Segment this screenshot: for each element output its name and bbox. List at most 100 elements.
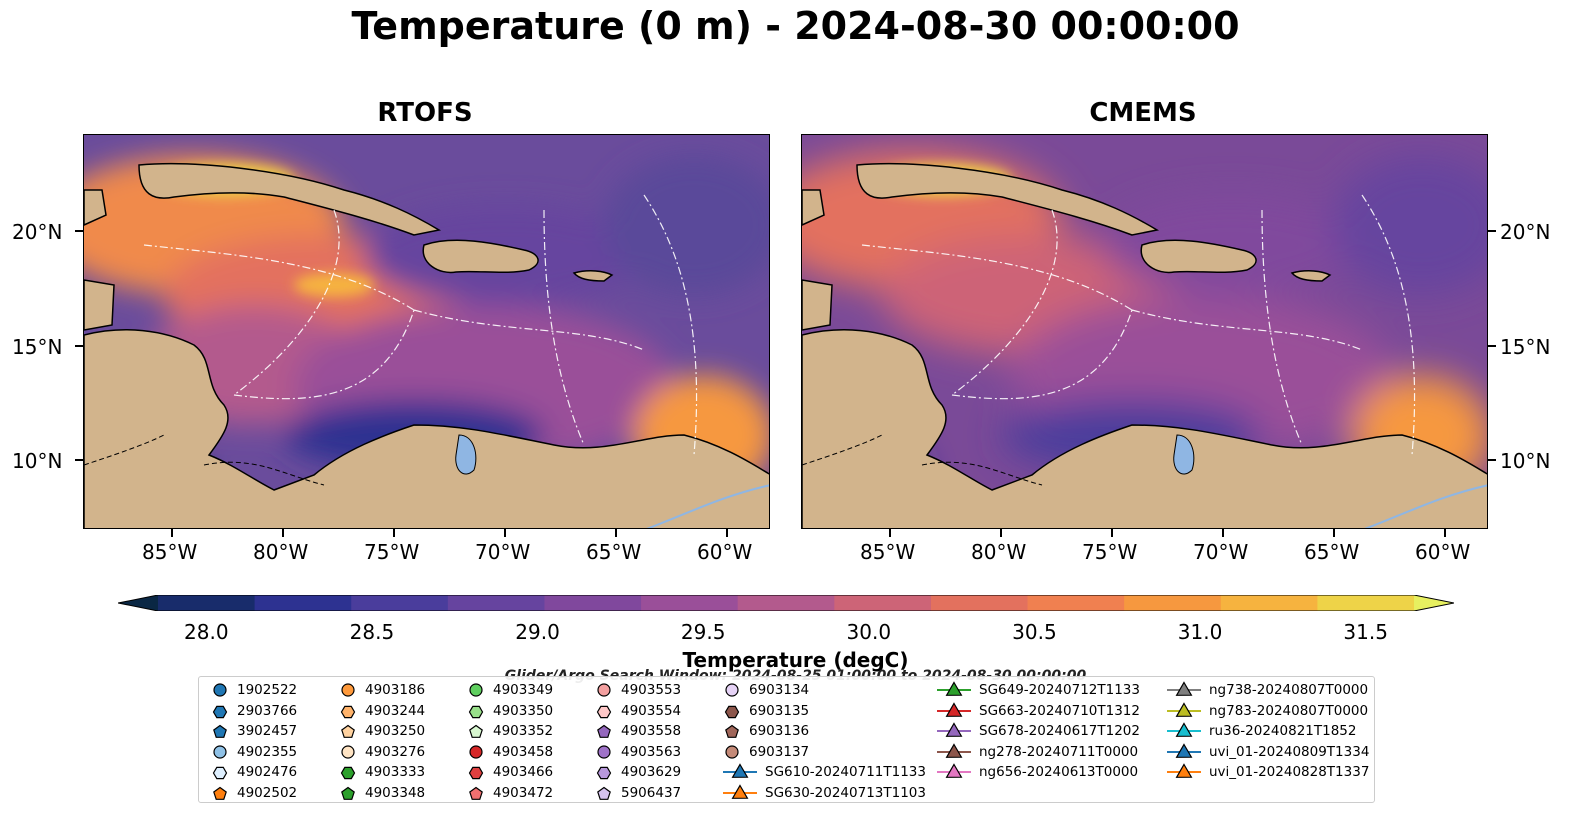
pentagon-marker-icon (213, 786, 227, 800)
colorbar-tick-label: 30.5 (1012, 620, 1057, 644)
colorbar-tick-label: 29.5 (680, 620, 726, 644)
legend-item: 1902522 (211, 681, 297, 699)
lat-label-right-20n: 20°N (1500, 220, 1551, 244)
circle-marker-icon (725, 683, 739, 697)
lon-label-left-70w: 70°W (475, 540, 531, 564)
legend-label: 4903554 (621, 702, 682, 719)
legend: 1902522 2903766 3902457 4902355 4902476 49025… (198, 676, 1375, 803)
hexagon-marker-icon (340, 766, 356, 780)
lat-label-left-15n: 15°N (12, 335, 63, 359)
colorbar-segment (1027, 595, 1125, 611)
pentagon-marker-icon (341, 786, 355, 800)
pentagon-marker-icon (469, 724, 483, 738)
legend-item: 4903629 (595, 763, 681, 781)
colorbar-tick-label: 31.0 (1177, 620, 1223, 644)
lon-label-left-80w: 80°W (253, 540, 309, 564)
triangle-marker-icon (1167, 722, 1201, 737)
legend-item: 4903186 (339, 681, 425, 699)
colorbar-segment (158, 595, 256, 611)
lon-label-right-70w: 70°W (1193, 540, 1249, 564)
circle-marker-icon (213, 683, 227, 697)
colorbar-segment (834, 595, 932, 611)
colorbar-segment (1220, 595, 1318, 611)
legend-label: ng656-20240613T0000 (979, 764, 1139, 780)
colorbar-tick-label: 31.5 (1343, 620, 1388, 644)
legend-label: 4902355 (237, 743, 298, 760)
legend-item: 6903136 (723, 722, 809, 740)
lat-label-right-15n: 15°N (1500, 335, 1551, 359)
hexagon-marker-icon (724, 705, 740, 718)
lon-label-left-75w: 75°W (364, 540, 420, 564)
legend-item: 4903348 (339, 784, 425, 802)
legend-item: 4903244 (339, 702, 425, 720)
lon-label-right-80w: 80°W (971, 540, 1027, 564)
legend-label: 6903135 (749, 702, 810, 719)
legend-label: 4903333 (365, 764, 426, 780)
panel-title-cmems: CMEMS (1089, 98, 1197, 128)
colorbar-tick-label: 29.0 (515, 620, 560, 644)
pentagon-marker-icon (341, 724, 355, 738)
triangle-marker-icon (937, 763, 971, 778)
legend-label: 1902522 (237, 682, 298, 698)
legend-item: SG663-20240710T1312 (937, 701, 1140, 720)
legend-label: 4903186 (365, 682, 426, 698)
colorbar-segment (447, 595, 545, 611)
triangle-marker-icon (723, 783, 757, 799)
legend-item: 4903558 (595, 722, 681, 740)
circle-marker-icon (469, 683, 483, 697)
legend-item: ng783-20240807T0000 (1167, 701, 1369, 720)
legend-label: 6903134 (749, 682, 810, 698)
legend-label: 2903766 (237, 702, 298, 719)
circle-marker-icon (341, 744, 355, 759)
legend-label: 6903137 (749, 743, 810, 760)
circle-marker-icon (469, 744, 483, 759)
colorbar (118, 595, 1454, 611)
legend-item: 4903554 (595, 702, 681, 720)
legend-item: ng656-20240613T0000 (937, 763, 1138, 781)
colorbar-tick-label: 28.0 (184, 620, 229, 644)
legend-label: uvi_01-20240809T1334 (1209, 743, 1370, 760)
legend-label: ng783-20240807T0000 (1209, 702, 1369, 719)
colorbar-tick-label: 28.5 (349, 620, 395, 644)
circle-marker-icon (341, 683, 355, 697)
legend-item: 4903250 (339, 722, 425, 740)
legend-label: 4903276 (365, 743, 426, 760)
legend-label: 4903458 (493, 743, 554, 760)
hexagon-marker-icon (212, 705, 228, 718)
legend-label: 3902457 (237, 723, 298, 739)
legend-label: 4903349 (493, 682, 554, 698)
lon-label-right-75w: 75°W (1082, 540, 1138, 564)
colorbar-segment (1124, 595, 1222, 611)
lon-label-left-85w: 85°W (142, 540, 198, 564)
legend-label: 4902476 (237, 764, 298, 780)
legend-item: 4902476 (211, 763, 297, 781)
legend-label: uvi_01-20240828T1337 (1209, 764, 1370, 780)
hexagon-marker-icon (212, 766, 228, 780)
triangle-marker-icon (1167, 681, 1201, 696)
map-rtofs (83, 134, 770, 529)
colorbar-segment (544, 595, 642, 611)
lon-label-right-85w: 85°W (860, 540, 916, 564)
legend-label: ng738-20240807T0000 (1209, 682, 1369, 698)
map-cmems (801, 134, 1488, 529)
legend-label: 4903472 (493, 784, 554, 801)
triangle-marker-icon (1167, 701, 1201, 717)
colorbar-segment (930, 595, 1029, 611)
hexagon-marker-icon (468, 705, 484, 718)
colorbar-segment (351, 595, 449, 611)
legend-item: 4903276 (339, 743, 425, 761)
lat-label-left-20n: 20°N (12, 220, 63, 244)
legend-item: ng278-20240711T0000 (937, 742, 1138, 761)
hexagon-marker-icon (468, 766, 484, 780)
legend-item: 6903135 (723, 702, 809, 720)
legend-item: 4903333 (339, 763, 425, 781)
triangle-marker-icon (723, 763, 757, 778)
legend-item: 4903458 (467, 743, 553, 761)
colorbar-segment (737, 595, 835, 611)
legend-label: 4903250 (365, 723, 426, 739)
colorbar-label: Temperature (degC) (682, 648, 909, 672)
pentagon-marker-icon (213, 724, 227, 738)
legend-label: 4903466 (493, 764, 554, 780)
lat-label-left-10n: 10°N (12, 449, 63, 473)
map-rtofs-canvas (84, 135, 769, 528)
